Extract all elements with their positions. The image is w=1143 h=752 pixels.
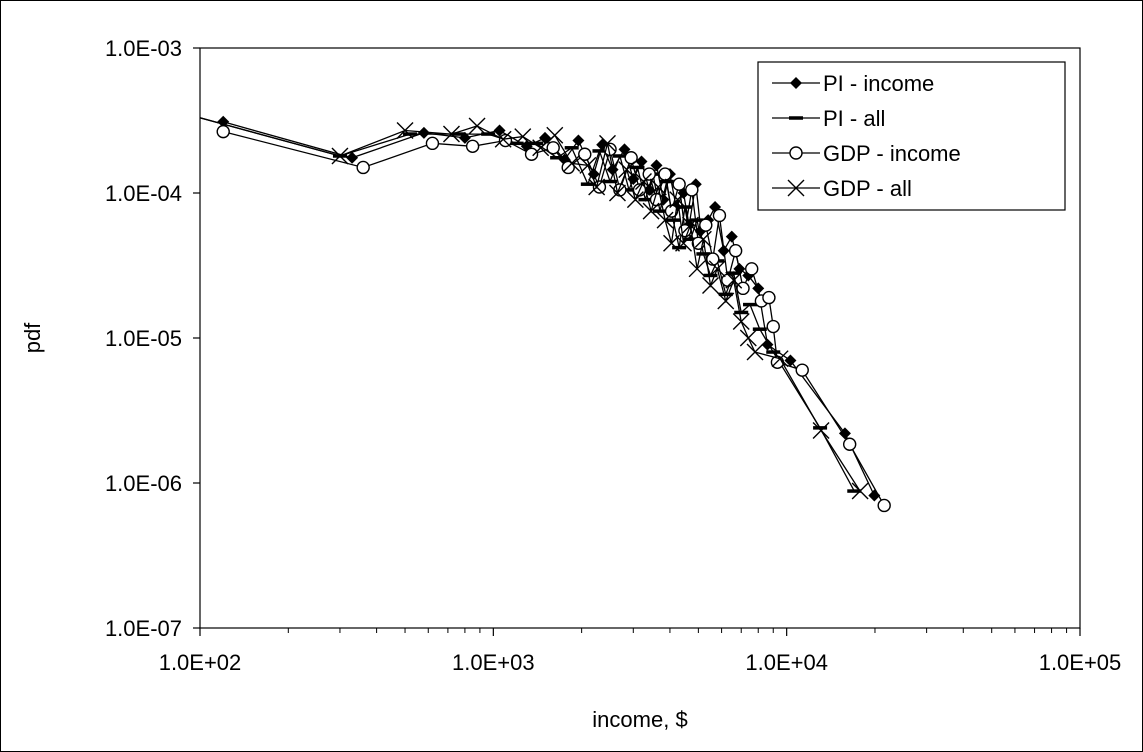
data-point-gdp-all [739,329,757,347]
data-point-gdp-income [728,244,743,258]
data-point-gdp-income [425,136,440,151]
data-point-gdp-all [812,422,830,440]
data-point-gdp-all [681,216,699,234]
data-point-gdp-income [706,252,720,266]
data-point-gdp-all [579,156,597,174]
series-layer [200,115,891,513]
data-point-pi-income [650,159,663,172]
data-point-gdp-all [468,117,486,135]
data-point-gdp-income [524,147,539,161]
data-point-pi-income [838,427,851,440]
data-point-gdp-income [465,139,480,153]
data-point-gdp-all [608,184,626,202]
data-point-gdp-income [762,290,776,305]
axes: 1.0E-03 1.0E-04 1.0E-05 1.0E-06 1.0E-07 1.0E+… [105,36,1121,675]
data-point-gdp-all [732,312,750,330]
data-point-gdp-income [592,180,607,194]
data-point-gdp-all [588,178,606,196]
data-point-pi-income [417,126,430,139]
data-point-gdp-all [688,260,706,278]
data-point-gdp-income [795,363,809,377]
data-point-gdp-income [745,262,759,276]
legend-label: GDP - all [823,176,912,201]
x-tick-label: 1.0E+02 [159,650,242,675]
data-point-gdp-all [746,343,764,361]
data-point-pi-income [572,134,585,147]
data-point-pi-income [346,151,359,164]
data-point-gdp-all [663,234,681,252]
y-tick-label: 1.0E-03 [105,36,182,61]
data-point-gdp-income [766,319,780,334]
data-point-gdp-all [396,121,414,139]
data-point-gdp-income [685,183,699,197]
data-point-gdp-all [532,139,550,157]
data-point-gdp-all [656,211,674,229]
data-point-gdp-income [624,151,638,165]
data-point-gdp-all [725,271,743,289]
data-point-pi-income [784,354,797,367]
data-point-gdp-all [771,350,789,368]
data-point-gdp-all [708,260,726,278]
data-point-gdp-income [699,218,713,232]
series-gdp-all [200,117,869,500]
data-point-gdp-income [712,208,727,223]
series-line-gdp-all [200,117,861,492]
data-point-gdp-all [649,178,667,196]
data-point-pi-income [725,230,738,243]
y-tick-label: 1.0E-07 [105,616,182,641]
legend-label: PI - income [823,71,934,96]
data-point-gdp-all [702,277,720,295]
legend-box [757,61,1066,211]
data-point-gdp-all [442,125,460,143]
data-point-gdp-all [634,173,652,191]
data-point-gdp-all [626,191,644,209]
data-point-gdp-income [842,437,857,451]
data-point-gdp-all [331,147,349,165]
legend-label: GDP - income [823,141,961,166]
data-point-pi-income [635,155,648,168]
legend: PI - income PI - all GDP - income GDP - all [757,61,1066,211]
y-tick-label: 1.0E-04 [105,181,182,206]
x-tick-label: 1.0E+05 [1039,650,1122,675]
x-tick-label: 1.0E+03 [452,650,535,675]
data-point-gdp-income [658,167,672,181]
legend-item-gdp-income: GDP - income [772,141,961,166]
data-point-gdp-income [356,160,370,175]
legend-item-gdp-all: GDP - all [772,176,912,201]
data-point-gdp-income [578,147,592,161]
legend-label: PI - all [823,106,885,131]
data-point-gdp-income [546,141,560,155]
x-tick-label: 1.0E+04 [745,650,828,675]
data-point-gdp-all [717,292,735,310]
legend-marker [787,179,805,197]
data-point-gdp-all [851,482,869,500]
y-axis-title: pdf [20,322,45,353]
data-point-gdp-all [618,161,636,179]
data-point-gdp-all [546,126,564,144]
data-point-gdp-all [514,128,532,146]
legend-item-pi-all: PI - all [772,106,885,131]
y-tick-label: 1.0E-06 [105,471,182,496]
data-point-gdp-income [216,124,230,139]
legend-marker [789,146,803,160]
x-axis-title: income, $ [592,707,687,732]
legend-marker [790,77,802,89]
data-point-gdp-all [494,130,512,148]
data-point-gdp-income [736,281,750,296]
data-point-gdp-income [877,498,891,513]
data-point-gdp-income [642,167,656,181]
y-tick-label: 1.0E-05 [105,326,182,351]
legend-item-pi-income: PI - income [772,71,934,96]
data-point-gdp-all [694,230,712,248]
data-point-gdp-income [672,177,686,191]
data-point-gdp-all [675,234,693,252]
data-point-gdp-all [563,154,581,172]
data-point-gdp-all [669,191,687,209]
data-point-gdp-all [598,134,616,152]
data-point-gdp-all [642,202,660,220]
